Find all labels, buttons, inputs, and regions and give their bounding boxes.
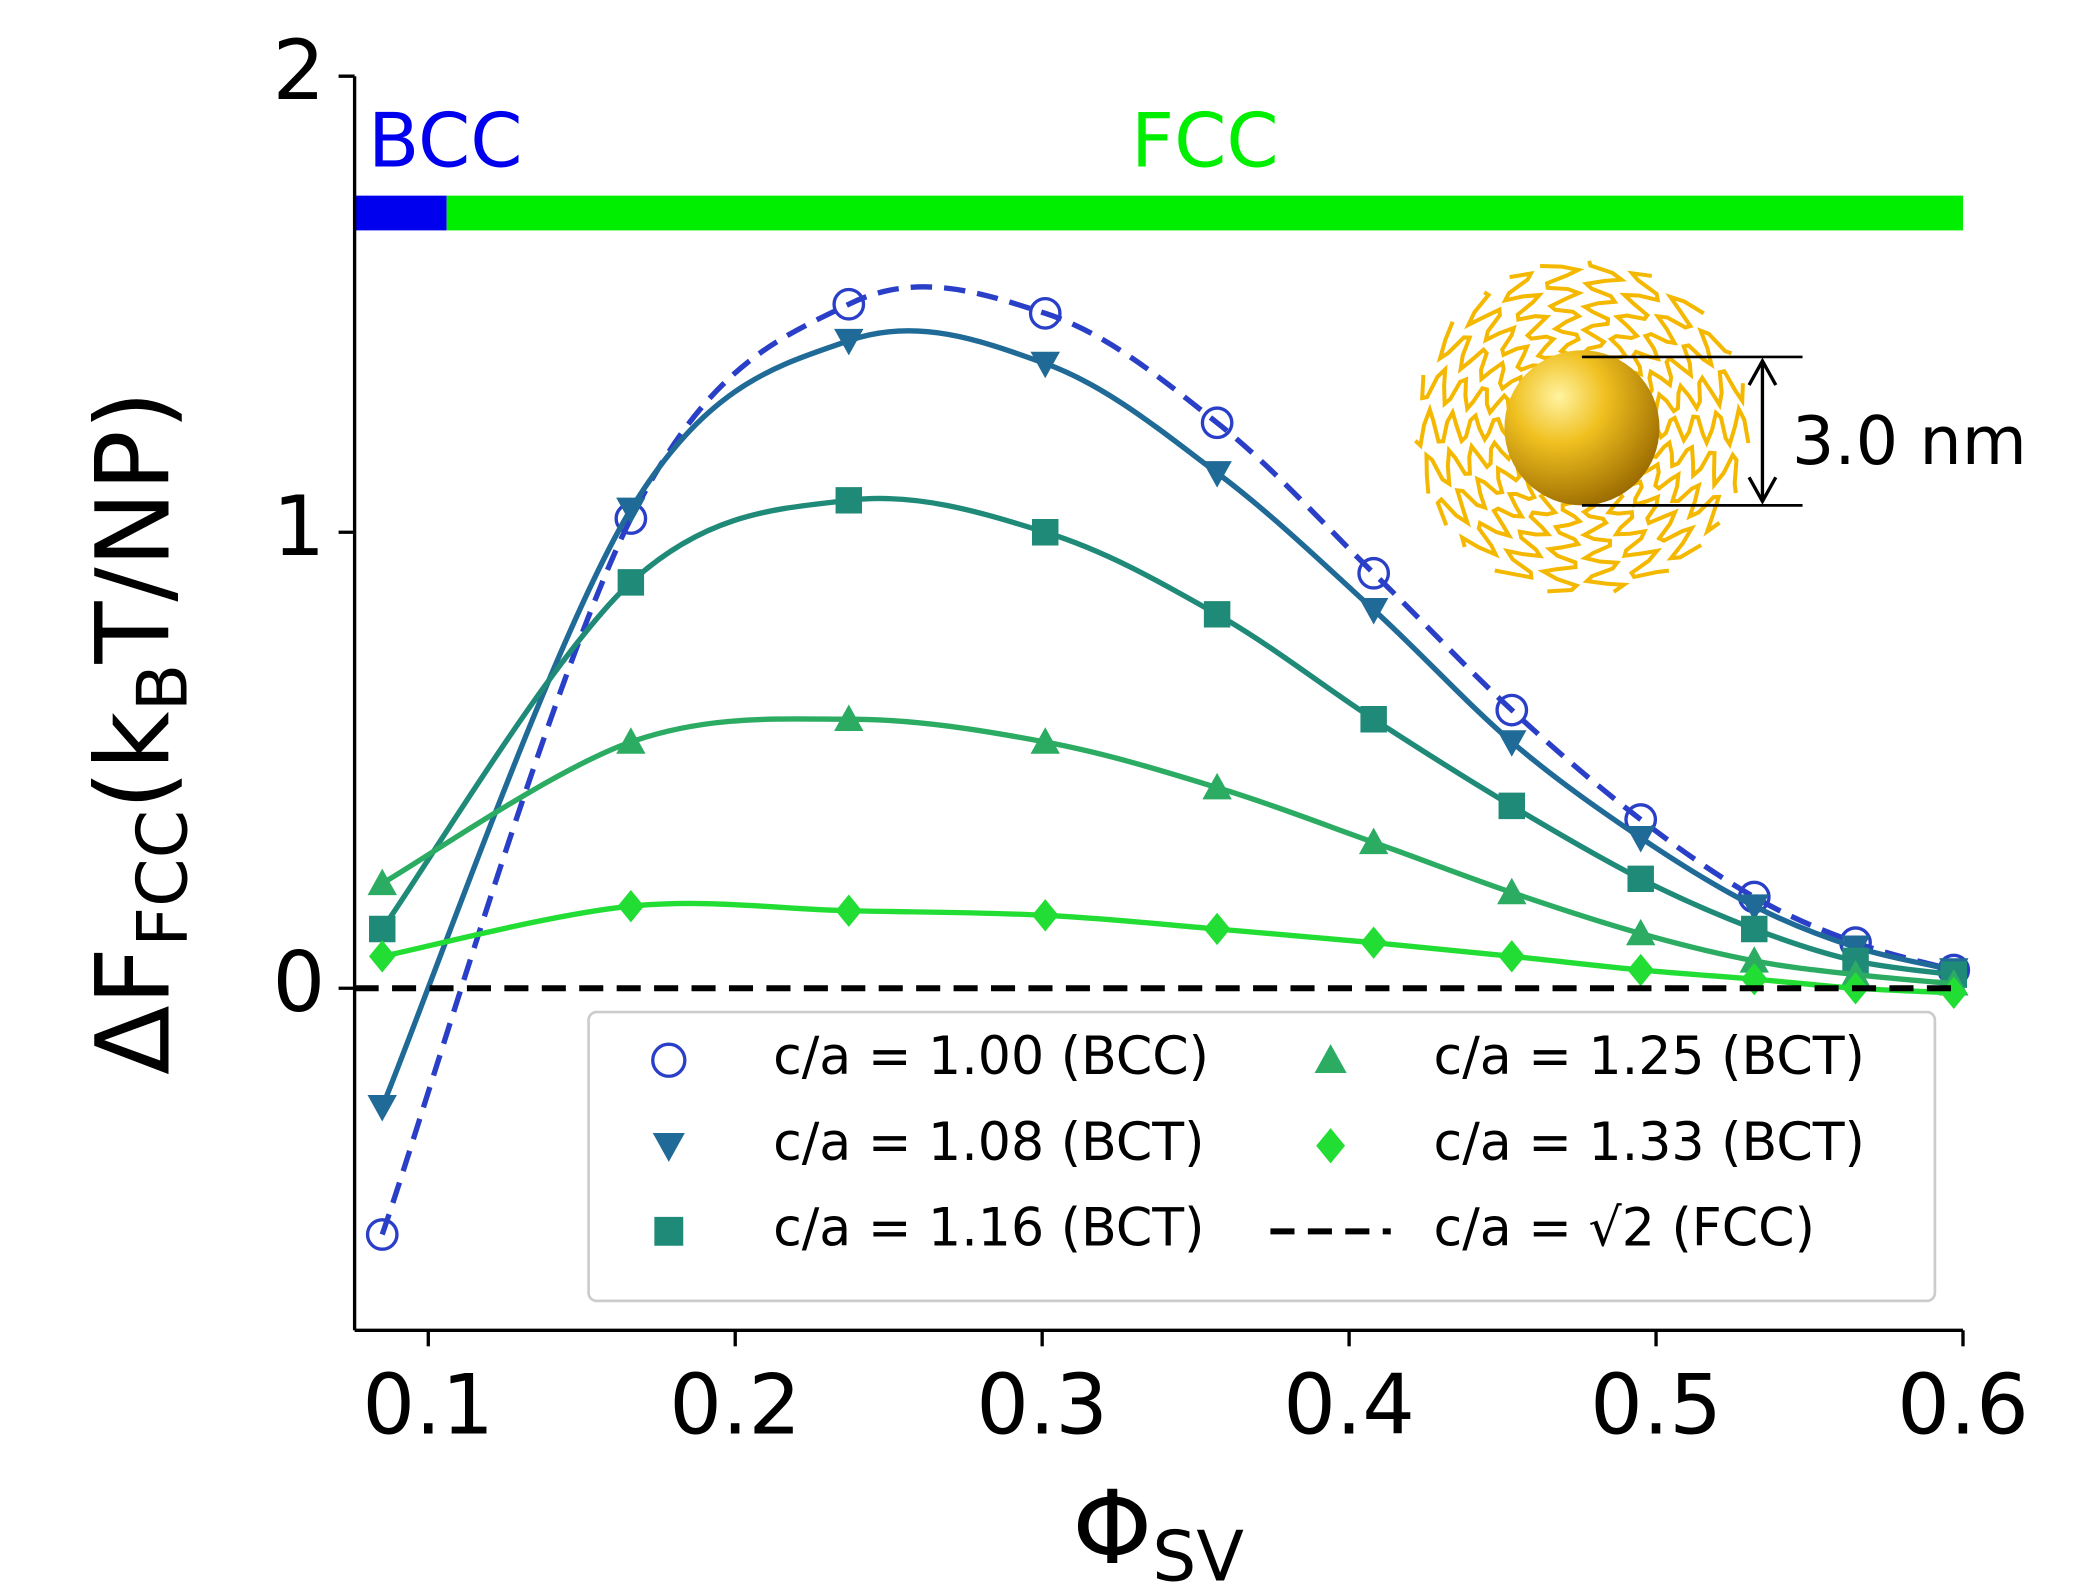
marker <box>835 487 863 514</box>
phase-label: FCC <box>1131 98 1279 185</box>
marker <box>835 894 863 927</box>
marker <box>369 940 396 973</box>
marker <box>1741 915 1768 943</box>
marker <box>1030 727 1060 754</box>
inset-label: 3.0 nm <box>1792 402 2027 480</box>
marker <box>617 889 645 923</box>
marker <box>834 704 864 731</box>
x-tick-label: 0.1 <box>362 1356 494 1453</box>
marker <box>369 915 396 943</box>
marker <box>1203 601 1231 628</box>
legend-label: c/a = 1.25 (BCT) <box>1434 1027 1865 1087</box>
legend-marker <box>654 1216 684 1246</box>
marker <box>1625 918 1656 946</box>
y-tick-label: 2 <box>272 22 325 119</box>
marker <box>1495 693 1529 727</box>
x-tick-label: 0.6 <box>1897 1356 2029 1453</box>
marker <box>1739 946 1769 973</box>
legend-box <box>587 1010 1937 1303</box>
marker <box>616 497 646 525</box>
phase-label: BCC <box>368 98 523 185</box>
marker <box>1031 899 1059 932</box>
marker <box>1360 705 1387 733</box>
legend-label: c/a = 1.16 (BCT) <box>773 1198 1204 1258</box>
x-axis-label: ΦSV <box>1072 1469 1244 1595</box>
marker <box>1031 518 1059 546</box>
marker <box>367 1095 397 1122</box>
x-tick-label: 0.3 <box>976 1356 1108 1453</box>
legend: c/a = 1.00 (BCC) c/a = 1.08 (BCT) c/a = 1.… <box>587 1010 1937 1303</box>
legend-label: c/a = 1.08 (BCT) <box>773 1113 1204 1173</box>
x-tick-label: 0.5 <box>1590 1356 1722 1453</box>
nanoparticle-inset: 3.0 nm <box>1413 260 2027 594</box>
legend-label: c/a = 1.00 (BCC) <box>773 1027 1209 1087</box>
marker <box>1940 976 1968 1009</box>
phase-bar <box>354 195 447 231</box>
legend-marker <box>651 1042 687 1078</box>
x-tick-label: 0.2 <box>669 1356 801 1453</box>
marker <box>832 287 866 321</box>
marker <box>1202 772 1232 800</box>
marker <box>1625 826 1656 853</box>
marker <box>1497 730 1527 757</box>
marker <box>365 1218 399 1251</box>
marker <box>1739 894 1769 921</box>
marker <box>1358 597 1389 625</box>
marker <box>617 569 645 596</box>
marker <box>1498 792 1526 820</box>
marker <box>1627 953 1654 987</box>
marker <box>834 328 864 356</box>
marker <box>1627 865 1654 893</box>
marker <box>1358 827 1389 855</box>
marker <box>1497 877 1527 905</box>
marker <box>1202 461 1232 488</box>
legend-marker <box>1314 1044 1347 1074</box>
marker <box>1498 940 1526 973</box>
y-axis-label: ΔFFCC(kBT/NP) <box>75 390 204 1074</box>
marker <box>1200 406 1234 440</box>
marker <box>367 868 397 896</box>
x-tick-label: 0.4 <box>1283 1356 1415 1453</box>
legend-label: c/a = 1.33 (BCT) <box>1434 1113 1865 1173</box>
marker <box>1028 296 1062 330</box>
marker <box>1360 926 1387 959</box>
phase-bar <box>446 195 1963 231</box>
y-tick-label: 0 <box>272 934 325 1031</box>
marker <box>1203 912 1231 946</box>
legend-marker <box>1316 1128 1346 1164</box>
marker <box>1030 351 1060 379</box>
series-line <box>380 716 1955 987</box>
series-line <box>379 284 1955 1236</box>
y-tick-label: 1 <box>272 478 325 575</box>
marker <box>1357 556 1391 590</box>
legend-marker <box>652 1132 685 1162</box>
marker <box>616 727 646 754</box>
legend-label: c/a = √2 (FCC) <box>1434 1198 1815 1258</box>
